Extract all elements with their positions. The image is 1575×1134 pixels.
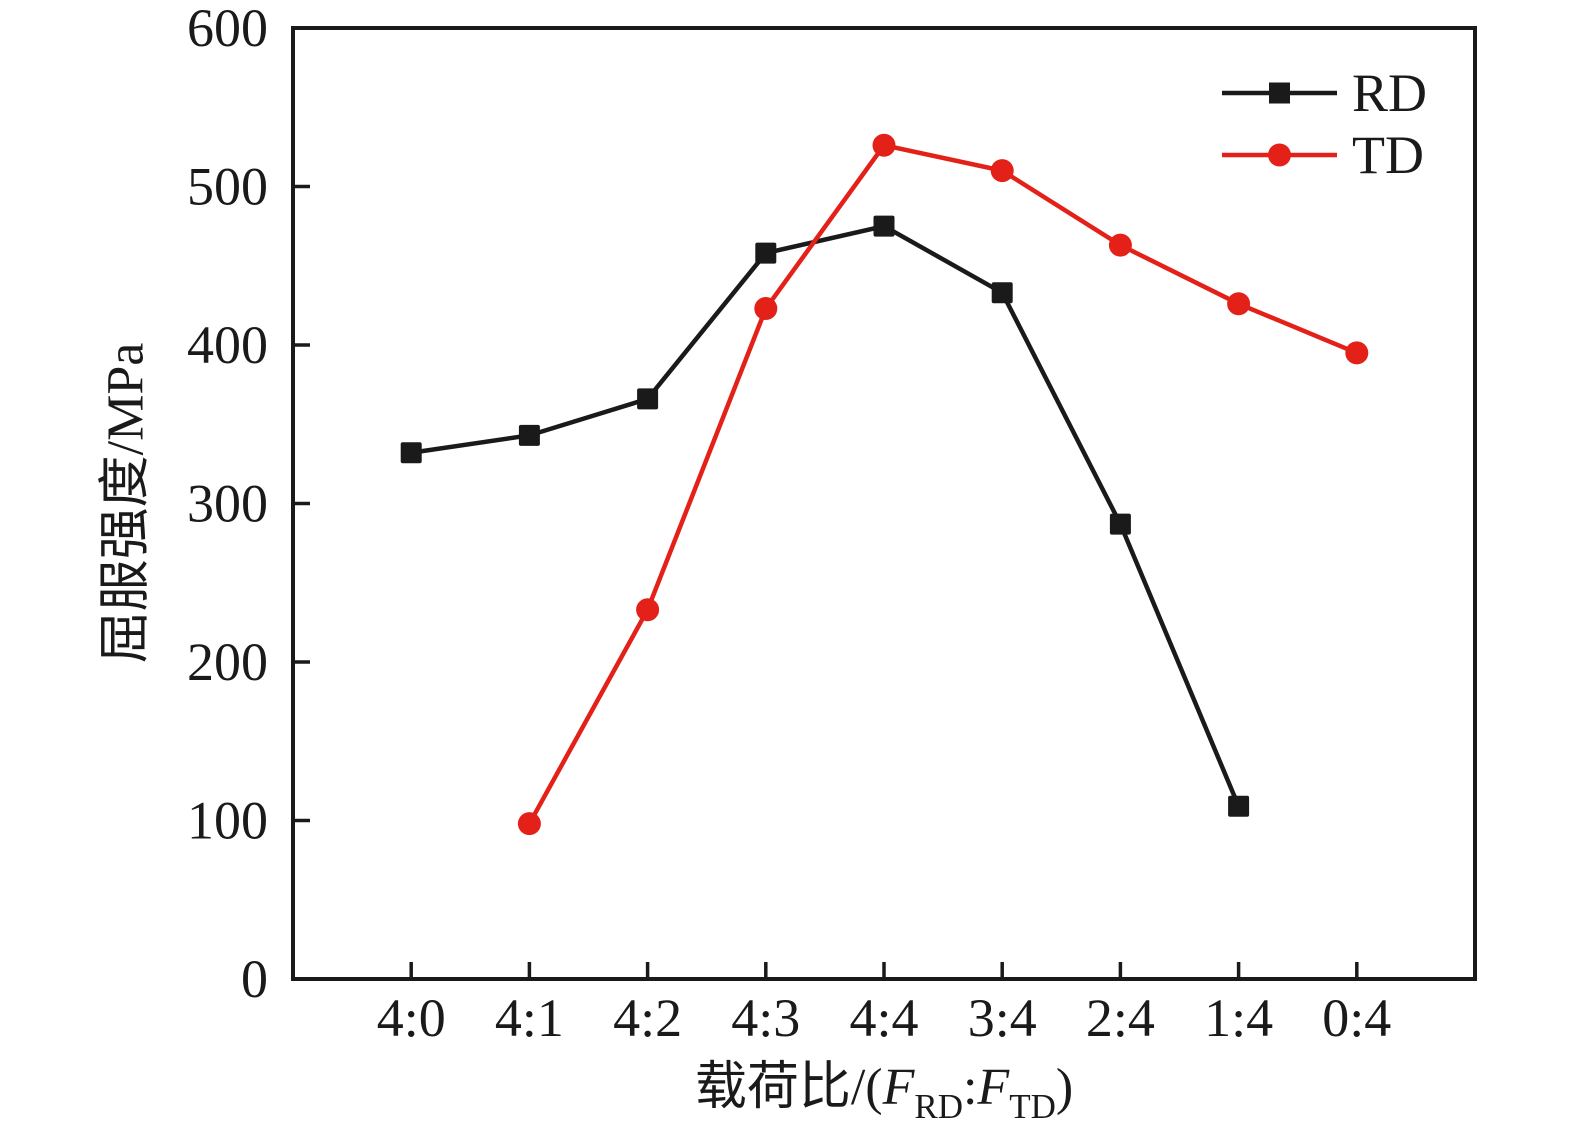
x-axis-title-suffix: ) (1056, 1059, 1073, 1116)
series-rd (400, 215, 1250, 817)
td-legend-circle-marker-icon (1268, 143, 1291, 167)
legend-item-td: TD (1222, 125, 1424, 185)
y-tick-label: 0 (241, 949, 268, 1009)
td-circle-marker-icon (754, 297, 778, 321)
series-td (517, 133, 1369, 836)
td-circle-marker-icon (517, 812, 541, 836)
rd-square-marker-icon (400, 442, 422, 464)
rd-square-marker-icon (873, 215, 895, 237)
x-tick-label: 4:4 (849, 988, 918, 1048)
rd-square-marker-icon (1228, 795, 1250, 817)
legend-label-rd: RD (1352, 63, 1427, 123)
legend-label-td: TD (1352, 125, 1424, 185)
x-axis: 4:0 4:1 4:2 4:3 4:4 3:4 2:4 1:4 0:4 (377, 962, 1391, 1048)
rd-square-marker-icon (991, 282, 1013, 304)
rd-legend-square-marker-icon (1269, 82, 1290, 104)
y-tick-label: 400 (187, 315, 268, 375)
series-td-line (527, 142, 1358, 825)
x-tick-label: 1:4 (1204, 988, 1273, 1048)
rd-square-marker-icon (637, 388, 659, 410)
td-circle-marker-icon (1345, 341, 1369, 365)
x-tick-label: 4:2 (613, 988, 682, 1048)
legend: RD TD (1222, 63, 1427, 185)
y-axis-title: 屈服强度/MPa (98, 343, 155, 664)
y-tick-label: 500 (187, 157, 268, 217)
x-axis-title-f1: F (882, 1059, 916, 1116)
x-tick-label: 3:4 (968, 988, 1037, 1048)
rd-square-marker-icon (1109, 513, 1131, 535)
legend-item-rd: RD (1222, 63, 1427, 123)
y-tick-label: 200 (187, 632, 268, 692)
y-tick-label: 600 (187, 0, 268, 58)
x-tick-label: 4:0 (377, 988, 446, 1048)
rd-square-marker-icon (755, 242, 777, 264)
data-series (400, 133, 1369, 836)
x-axis-title: 载荷比/(FRD:FTD) (695, 1059, 1073, 1126)
td-circle-marker-icon (636, 598, 660, 622)
x-axis-title-colon: : (963, 1059, 977, 1116)
x-tick-label: 4:3 (731, 988, 800, 1048)
y-tick-label: 100 (187, 791, 268, 851)
x-tick-label: 2:4 (1086, 988, 1155, 1048)
x-axis-title-sub2: TD (1009, 1087, 1056, 1126)
td-circle-marker-icon (1108, 233, 1132, 257)
x-axis-title-sub1: RD (914, 1087, 963, 1126)
td-circle-marker-icon (872, 133, 896, 157)
x-tick-label: 0:4 (1322, 988, 1391, 1048)
y-tick-label: 300 (187, 474, 268, 534)
x-axis-title-prefix: 载荷比/( (695, 1059, 883, 1116)
td-circle-marker-icon (990, 159, 1014, 183)
series-rd-line (410, 223, 1241, 808)
rd-square-marker-icon (518, 424, 540, 446)
plot-area-border (291, 26, 1477, 981)
td-circle-marker-icon (1227, 292, 1251, 316)
x-tick-label: 4:1 (495, 988, 564, 1048)
x-axis-title-f2: F (976, 1059, 1010, 1116)
y-axis: 0 100 200 300 400 500 600 (187, 0, 310, 1009)
